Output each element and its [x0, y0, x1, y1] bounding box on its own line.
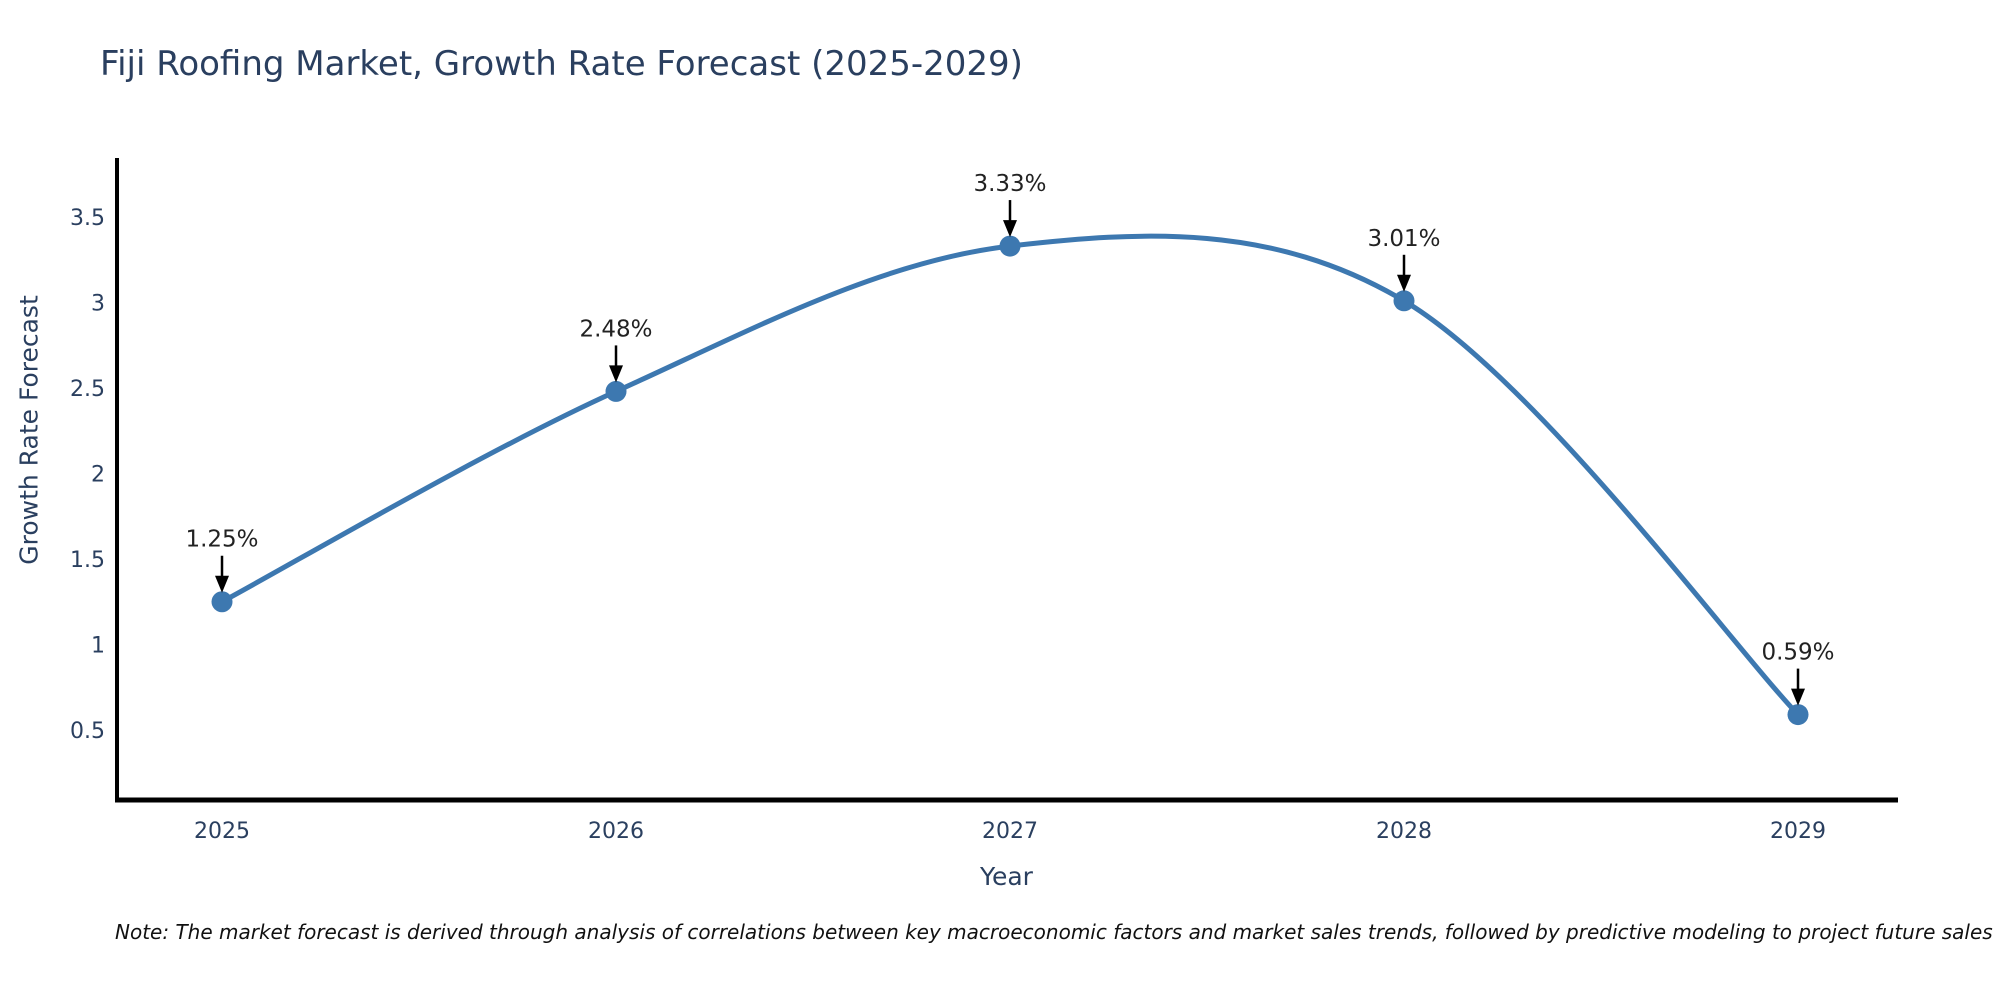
x-tick-label: 2026 [588, 819, 644, 844]
footnote: Note: The market forecast is derived thr… [115, 920, 1993, 944]
annotation-arrow-head [609, 365, 624, 383]
data-point-marker-2026[interactable] [605, 380, 627, 402]
forecast-line[interactable] [219, 233, 1801, 718]
annotation-label: 3.01% [1367, 226, 1440, 252]
data-point-marker-2027[interactable] [999, 235, 1021, 257]
annotation-arrow-head [1397, 274, 1412, 292]
y-tick-label: 3 [91, 291, 105, 316]
annotation-label: 2.48% [579, 316, 652, 342]
annotation-arrow-head [1003, 220, 1018, 238]
data-point-marker-2025[interactable] [211, 591, 233, 613]
x-tick-label: 2027 [982, 819, 1038, 844]
y-axis-title: Growth Rate Forecast [14, 295, 44, 565]
y-tick-label: 0.5 [70, 719, 105, 744]
annotation-label: 3.33% [973, 171, 1046, 197]
annotation-arrow-head [215, 575, 230, 593]
x-axis-title: Year [980, 862, 1033, 891]
x-tick-label: 2025 [194, 819, 250, 844]
data-point-marker-2029[interactable] [1787, 704, 1809, 726]
y-tick-label: 1 [91, 633, 105, 658]
y-tick-label: 2.5 [70, 377, 105, 402]
y-tick-label: 3.5 [70, 206, 105, 231]
annotation-label: 0.59% [1761, 640, 1834, 666]
x-tick-label: 2029 [1770, 819, 1826, 844]
x-tick-label: 2028 [1376, 819, 1432, 844]
data-point-marker-2028[interactable] [1393, 290, 1415, 312]
y-tick-label: 2 [91, 462, 105, 487]
chart-title: Fiji Roofing Market, Growth Rate Forecas… [100, 44, 1023, 84]
y-tick-label: 1.5 [70, 548, 105, 573]
annotation-arrow-head [1791, 688, 1806, 706]
annotation-label: 1.25% [185, 527, 258, 553]
